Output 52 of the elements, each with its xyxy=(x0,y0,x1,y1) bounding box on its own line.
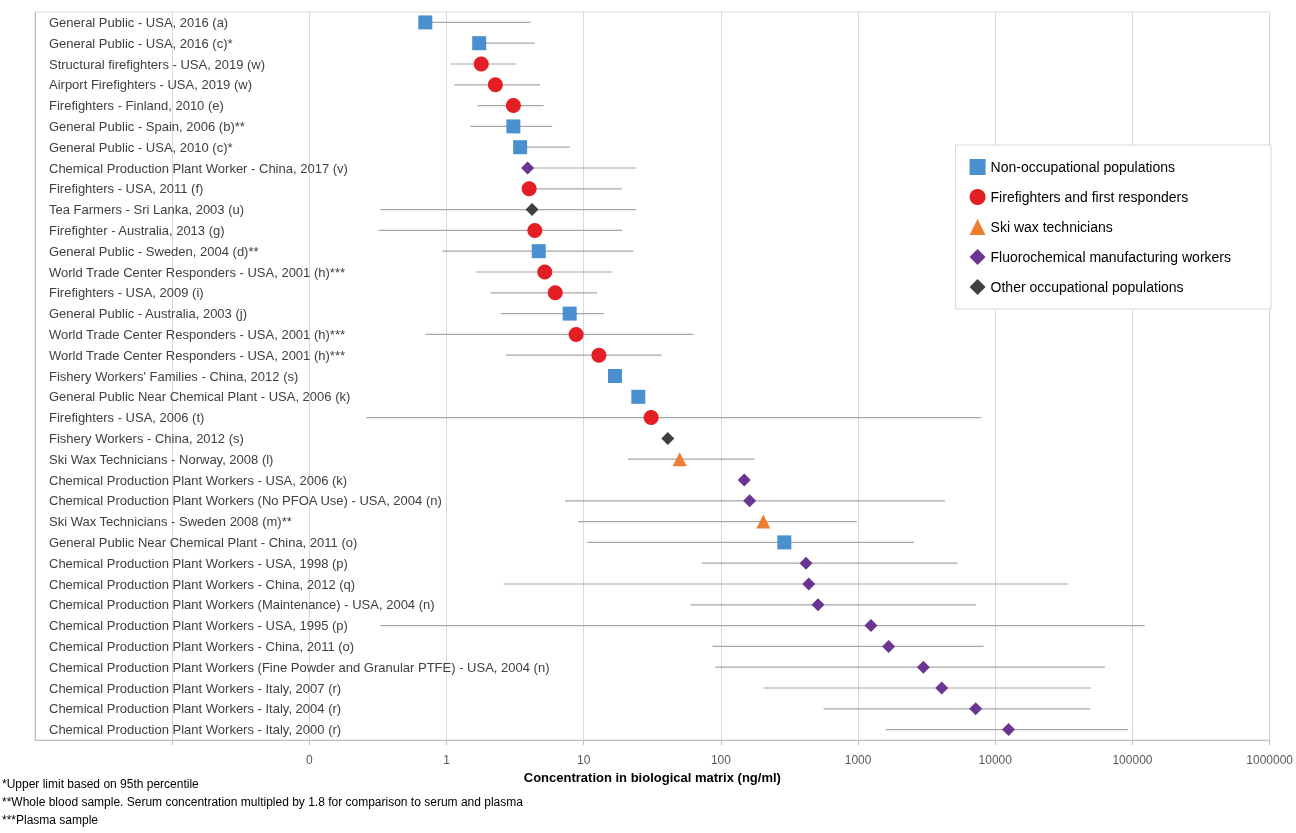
y-tick-label: Chemical Production Plant Workers - Italy, 2004 (r) xyxy=(49,701,342,717)
y-tick-label: General Public - Australia, 2003 (j) xyxy=(49,306,247,322)
y-tick-label: Firefighters - USA, 2006 (t) xyxy=(49,410,205,426)
y-tick-label: General Public - USA, 2010 (c)* xyxy=(49,139,233,155)
x-axis-title: Concentration in biological matrix (ng/ml) xyxy=(523,769,781,785)
y-tick-label: World Trade Center Responders - USA, 2001 (h)*** xyxy=(49,347,346,363)
y-tick-label: General Public - USA, 2016 (c)* xyxy=(49,35,233,51)
legend-label: Non-occupational populations xyxy=(990,159,1176,175)
y-tick-label: Ski Wax Technicians - Norway, 2008 (l) xyxy=(49,451,274,467)
y-tick-label: Chemical Production Plant Workers (Maintenance) - USA, 2004 (n) xyxy=(49,597,435,613)
y-tick-label: Chemical Production Plant Workers - USA, 2006 (k) xyxy=(49,472,348,488)
y-tick-label: Ski Wax Technicians - Sweden 2008 (m)** xyxy=(49,514,292,530)
x-tick-label: 100000 xyxy=(1112,753,1153,767)
y-tick-label: Firefighters - Finland, 2010 (e) xyxy=(49,98,224,114)
legend-label: Ski wax technicians xyxy=(990,219,1113,235)
y-tick-label: World Trade Center Responders - USA, 2001 (h)*** xyxy=(49,326,346,342)
y-tick-label: Chemical Production Plant Workers (Fine Powder and Granular PTFE) - USA, 2004 (n) xyxy=(49,659,550,675)
legend-label: Other occupational populations xyxy=(990,279,1184,295)
y-tick-label: Chemical Production Plant Worker - China, 2017 (v) xyxy=(49,160,348,176)
x-tick-label: 0 xyxy=(306,753,314,767)
y-tick-label: Chemical Production Plant Workers - USA, 1995 (p) xyxy=(49,618,348,634)
y-tick-label: Chemical Production Plant Workers - China, 2011 (o) xyxy=(49,638,355,654)
y-tick-label: Tea Farmers - Sri Lanka, 2003 (u) xyxy=(49,202,245,218)
x-tick-label: 1 xyxy=(443,753,451,767)
y-tick-label: Fishery Workers' Families - China, 2012 (s) xyxy=(49,368,299,384)
text: ***Plasma sample xyxy=(2,813,99,827)
y-tick-label: Firefighters - USA, 2011 (f) xyxy=(49,181,204,197)
text: **Whole blood sample. Serum concentration multipled by 1.8 for comparison to serum and plasma xyxy=(2,795,524,809)
y-tick-label: Chemical Production Plant Workers - Italy, 2000 (r) xyxy=(49,722,342,738)
y-tick-label: Chemical Production Plant Workers - USA, 1998 (p) xyxy=(49,555,348,571)
y-tick-label: General Public Near Chemical Plant - USA, 2006 (k) xyxy=(49,389,351,405)
x-tick-label: 1000000 xyxy=(1246,753,1294,767)
y-tick-label: Structural firefighters - USA, 2019 (w) xyxy=(49,56,266,72)
y-tick-label: Firefighters - USA, 2009 (i) xyxy=(49,285,204,301)
legend-label: Fluorochemical manufacturing workers xyxy=(990,249,1232,265)
y-tick-label: Firefighter - Australia, 2013 (g) xyxy=(49,222,225,238)
y-tick-label: Airport Firefighters - USA, 2019 (w) xyxy=(49,77,253,93)
y-tick-label: Fishery Workers - China, 2012 (s) xyxy=(49,430,244,446)
x-tick-label: 10 xyxy=(577,753,591,767)
legend-label: Firefighters and first responders xyxy=(990,189,1189,205)
x-tick-label: 10000 xyxy=(978,753,1013,767)
y-tick-label: Chemical Production Plant Workers - Italy, 2007 (r) xyxy=(49,680,342,696)
y-tick-label: General Public Near Chemical Plant - China, 2011 (o) xyxy=(49,534,358,550)
x-tick-label: 1000 xyxy=(844,753,872,767)
y-tick-label: General Public - Spain, 2006 (b)** xyxy=(49,118,245,134)
x-tick-label: 100 xyxy=(710,753,732,767)
text: *Upper limit based on 95th percentile xyxy=(2,777,200,791)
y-tick-label: Chemical Production Plant Workers - China, 2012 (q) xyxy=(49,576,356,592)
y-tick-label: General Public - USA, 2016 (a) xyxy=(49,14,229,30)
y-tick-label: Chemical Production Plant Workers (No PFOA Use) - USA, 2004 (n) xyxy=(49,493,442,509)
y-tick-label: General Public - Sweden, 2004 (d)** xyxy=(49,243,259,259)
y-tick-label: World Trade Center Responders - USA, 2001 (h)*** xyxy=(49,264,346,280)
